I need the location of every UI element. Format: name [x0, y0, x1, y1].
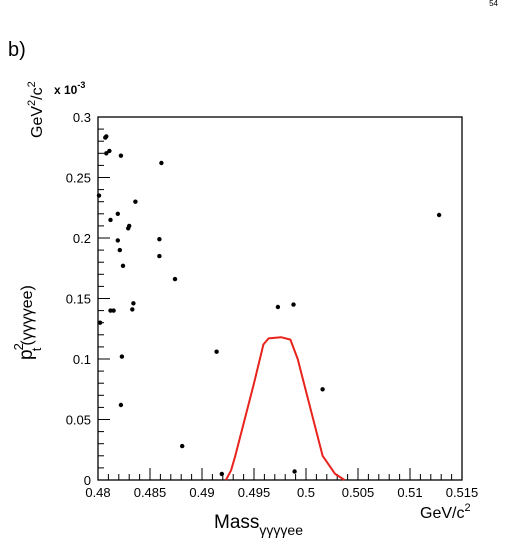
curve-layer [225, 336, 346, 481]
data-point [320, 387, 325, 392]
x-axis-label: Massγγγγee [214, 512, 303, 538]
data-point [292, 469, 297, 474]
data-point [108, 308, 113, 313]
data-point [180, 443, 185, 449]
axes: 0.48 0.485 0.49 0.495 0.5 0.505 0.51 0.515 0 0.05… [66, 110, 479, 500]
data-point [104, 134, 109, 139]
y-tick-label: 0 [84, 473, 91, 488]
plot-frame [97, 116, 463, 481]
data-point [130, 307, 135, 312]
x-tick-label: 0.48 [85, 485, 110, 500]
y-tick-label: 0.3 [73, 110, 91, 125]
data-point [291, 302, 296, 307]
data-point [214, 349, 219, 354]
data-point [120, 263, 126, 268]
x-unit-label: GeV/c2 [420, 502, 471, 522]
y-axis-label: p2 t(γγγγee) [11, 285, 44, 360]
y-tick-label: 0.25 [66, 171, 91, 186]
points-layer [96, 134, 442, 477]
y-tick-label: 0.2 [73, 231, 91, 246]
x-tick-label: 0.505 [342, 485, 375, 500]
data-point [157, 237, 162, 242]
data-point [275, 304, 281, 310]
x-tick-label: 0.495 [238, 485, 271, 500]
x-tick-label: 0.515 [446, 485, 479, 500]
data-point [436, 212, 442, 218]
data-point [157, 253, 162, 259]
data-point [115, 238, 121, 243]
data-point [107, 148, 112, 154]
data-point [127, 223, 132, 229]
x-tick-label: 0.5 [297, 485, 315, 500]
data-point [111, 308, 116, 313]
svg-text:p2t(γγγγee): p2 t(γγγγee) [11, 285, 44, 360]
data-point [119, 354, 125, 359]
x-tick-label: 0.49 [189, 485, 214, 500]
y-tick-label: 0.05 [66, 413, 91, 428]
x-tick-label: 0.485 [134, 485, 167, 500]
panel-label: b) [8, 39, 26, 61]
y-scale-label: x 10-3 [54, 80, 85, 97]
y-tick-label: 0.15 [66, 292, 91, 307]
data-point [97, 320, 103, 325]
data-point [133, 199, 138, 204]
y-unit-label: GeV2/c2 [26, 81, 46, 138]
data-point [108, 217, 113, 223]
signal-region-curve [225, 336, 346, 481]
y-tick-label: 0.1 [73, 352, 91, 367]
svg-text:GeV2/c2: GeV2/c2 [26, 81, 46, 138]
x-tick-label: 0.51 [397, 485, 422, 500]
data-point [159, 160, 164, 166]
data-point [104, 151, 109, 156]
data-point [219, 471, 224, 477]
data-point [96, 193, 102, 198]
data-point [117, 247, 123, 253]
data-point [131, 301, 136, 306]
page-number: 54 [489, 0, 498, 8]
data-point [172, 276, 178, 282]
data-point [115, 211, 121, 216]
data-point [118, 402, 124, 408]
data-point [118, 153, 124, 158]
